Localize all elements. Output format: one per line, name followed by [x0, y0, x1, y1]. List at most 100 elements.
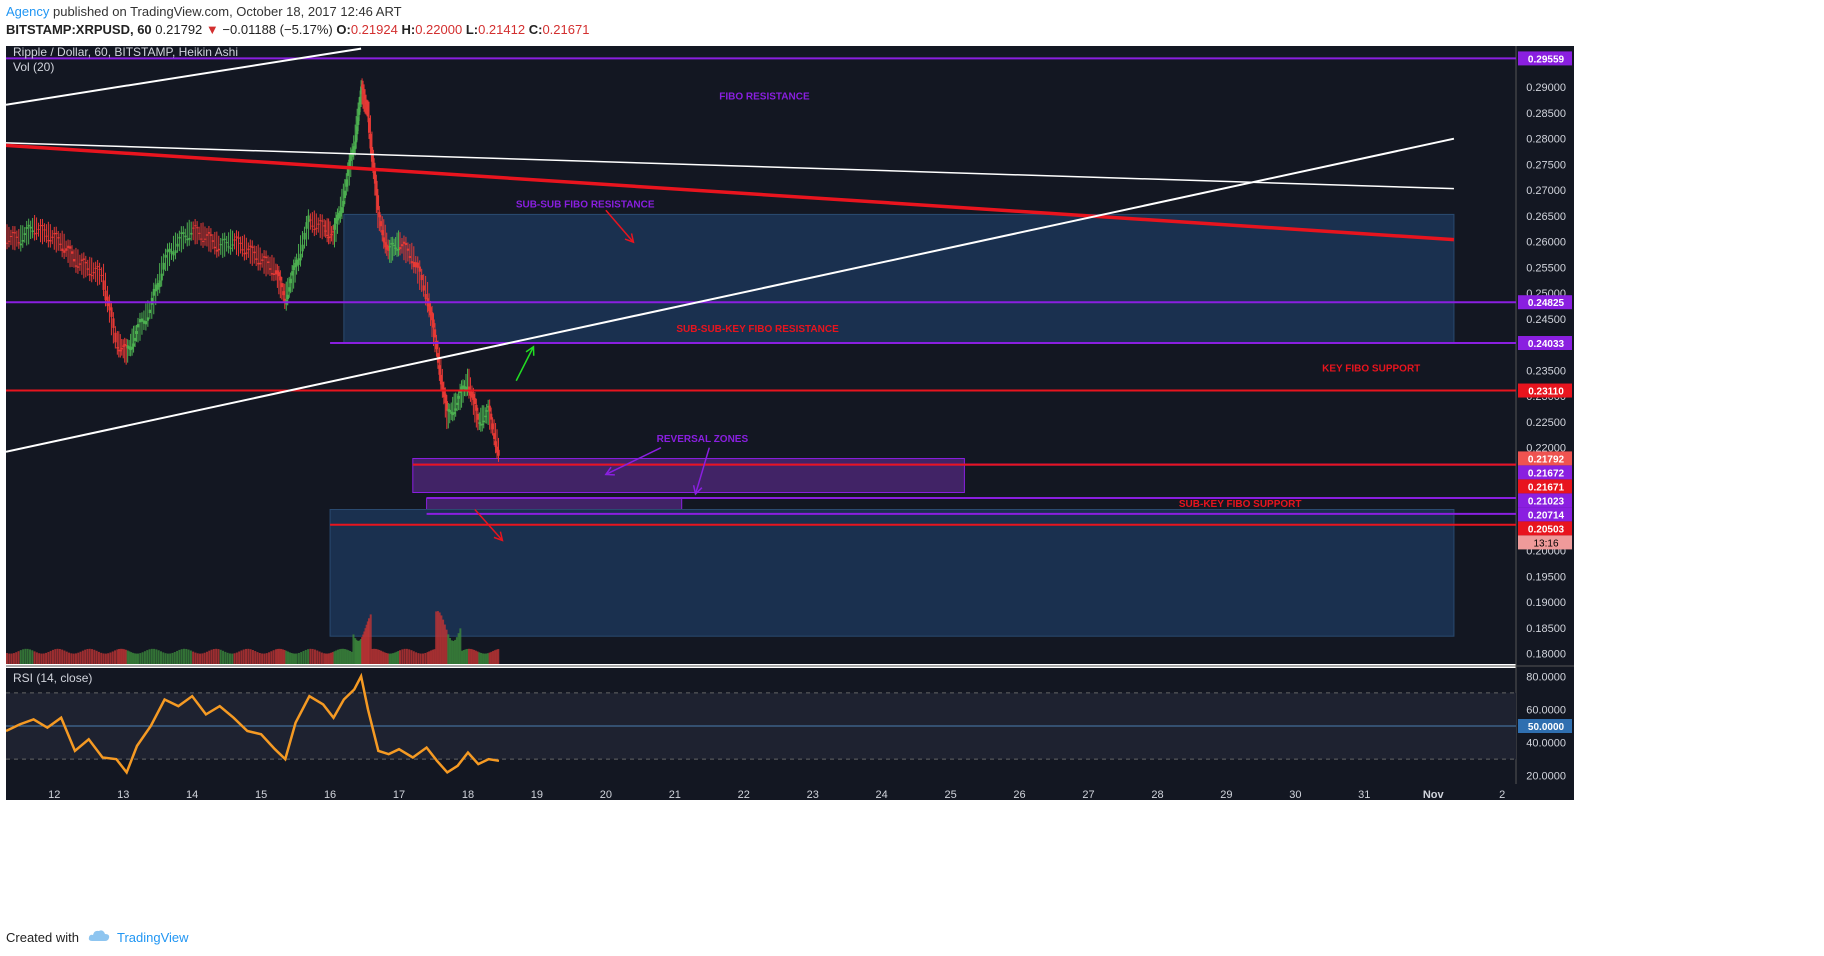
rsi-tick-label: 80.0000: [1526, 671, 1566, 683]
volume-bar: [476, 651, 479, 664]
candle-body: [129, 347, 132, 351]
chart-title: Ripple / Dollar, 60, BITSTAMP, Heikin As…: [13, 46, 238, 59]
candle-body: [140, 318, 144, 322]
close-value: 0.21671: [542, 22, 590, 37]
volume-bar: [107, 653, 110, 664]
volume-bar: [410, 650, 413, 664]
volume-bar: [155, 649, 158, 664]
volume-bar: [192, 651, 195, 664]
candle-body: [259, 262, 262, 265]
candle-body: [463, 386, 466, 390]
volume-bar: [146, 650, 149, 664]
candle-body: [9, 235, 13, 237]
volume-bar: [335, 650, 338, 664]
volume-bar: [478, 652, 481, 664]
volume-bar: [338, 649, 341, 664]
candle-body: [359, 96, 362, 105]
candle-body: [272, 273, 276, 275]
candle-body: [366, 106, 369, 111]
candle-body: [47, 239, 50, 242]
candle-body: [152, 288, 155, 296]
volume-bar: [265, 653, 268, 664]
volume-bar: [130, 652, 133, 664]
candle-body: [330, 234, 333, 236]
low-value: 0.21412: [478, 22, 526, 37]
candle-body: [451, 412, 454, 416]
trendline: [5, 47, 362, 106]
candle-body: [404, 243, 408, 246]
candle-body: [31, 230, 34, 233]
candle-body: [98, 268, 101, 270]
candle-body: [268, 268, 272, 270]
candle-body: [339, 210, 342, 217]
x-tick-label: 28: [1151, 789, 1163, 801]
x-tick-label: 26: [1013, 789, 1025, 801]
volume-bar: [196, 653, 199, 664]
volume-bar: [281, 649, 284, 664]
volume-bar: [210, 649, 213, 664]
x-tick-label: Nov: [1423, 789, 1445, 801]
candle-body: [453, 411, 456, 415]
candle-body: [134, 337, 137, 341]
author-link[interactable]: Agency: [6, 4, 50, 19]
volume-bar: [467, 648, 470, 664]
tradingview-brand-link[interactable]: TradingView: [117, 930, 189, 945]
candle-body: [346, 168, 350, 176]
volume-bar: [231, 653, 234, 664]
candle-body: [190, 232, 193, 235]
x-tick-label: 21: [669, 789, 681, 801]
candle-body: [247, 248, 250, 251]
candle-body: [180, 232, 183, 234]
candle-body: [307, 215, 310, 223]
candle-body: [497, 449, 500, 456]
volume-bar: [350, 651, 353, 664]
volume-label: Vol (20): [13, 60, 54, 74]
volume-bar: [323, 653, 326, 664]
candle-body: [219, 244, 222, 246]
chart-area[interactable]: FIBO RESISTANCE SUB-SUB FIBO RESISTANCE SU…: [0, 45, 1818, 920]
volume-bar: [445, 629, 448, 664]
candle-body: [356, 126, 359, 135]
volume-bar: [88, 648, 91, 664]
volume-bar: [311, 648, 314, 664]
x-tick-label: 25: [944, 789, 956, 801]
volume-bar: [178, 649, 181, 664]
volume-bar: [415, 652, 418, 664]
volume-bar: [455, 637, 458, 664]
volume-bar: [164, 653, 167, 664]
candle-body: [317, 223, 320, 225]
candle-body: [385, 244, 388, 250]
x-tick-label: 12: [48, 789, 60, 801]
price-tick-label: 0.24500: [1526, 314, 1566, 326]
candle-body: [435, 341, 438, 350]
candle-body: [123, 343, 126, 346]
candle-body: [142, 320, 146, 324]
price-tick-label: 0.22500: [1526, 417, 1566, 429]
volume-bar: [364, 628, 367, 664]
candle-body: [274, 270, 278, 275]
countdown-text: 13:16: [1533, 538, 1558, 549]
x-tick-label: 17: [393, 789, 405, 801]
candle-body: [33, 233, 36, 235]
volume-bar: [6, 653, 8, 664]
candle-body: [450, 411, 453, 414]
volume-bar: [474, 650, 477, 664]
candle-body: [200, 238, 203, 240]
candle-body: [357, 117, 360, 125]
high-value: 0.22000: [415, 22, 463, 37]
candle-body: [334, 218, 338, 224]
volume-bar: [45, 652, 48, 664]
candle-body: [444, 393, 447, 404]
candle-body: [484, 415, 487, 418]
candle-body: [198, 232, 201, 234]
x-tick-label: 19: [531, 789, 543, 801]
volume-bar: [421, 653, 424, 664]
volume-bar: [102, 653, 105, 664]
price-tick-label: 0.25500: [1526, 262, 1566, 274]
price-chart-svg[interactable]: FIBO RESISTANCE SUB-SUB FIBO RESISTANCE SU…: [0, 45, 1818, 920]
price-level-tag-text: 0.24825: [1528, 298, 1565, 309]
volume-bar: [443, 624, 446, 664]
volume-bar: [457, 633, 460, 664]
candle-body: [326, 234, 329, 237]
volume-bar: [285, 650, 288, 664]
